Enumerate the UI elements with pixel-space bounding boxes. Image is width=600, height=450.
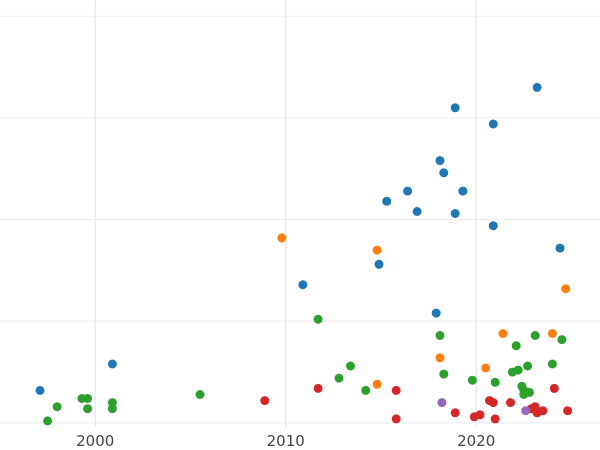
data-point: [195, 390, 205, 399]
data-point: [488, 221, 498, 231]
data-point: [532, 82, 542, 92]
data-point: [431, 308, 441, 318]
data-point: [313, 314, 323, 324]
data-point: [555, 243, 565, 253]
data-points: [35, 82, 573, 426]
data-point: [490, 414, 500, 424]
data-point: [547, 329, 557, 338]
data-point: [561, 284, 571, 294]
data-point: [530, 331, 540, 340]
data-point: [346, 361, 355, 371]
data-point: [334, 373, 344, 383]
data-point: [563, 406, 573, 416]
data-point: [513, 365, 523, 375]
data-point: [498, 329, 508, 338]
data-point: [260, 396, 270, 406]
data-point: [467, 375, 477, 385]
data-point: [391, 414, 401, 424]
data-point: [83, 404, 93, 414]
x-gridlines: [94, 0, 477, 427]
data-point: [439, 369, 449, 379]
data-point: [523, 361, 533, 371]
data-point: [313, 383, 323, 393]
data-point: [435, 353, 445, 363]
data-point: [538, 406, 548, 416]
data-point: [43, 416, 53, 426]
data-point: [403, 186, 413, 196]
data-point: [490, 377, 500, 387]
x-tick-label: 2000: [76, 432, 114, 450]
data-point: [391, 385, 401, 395]
data-point: [435, 156, 445, 166]
data-point: [298, 280, 308, 290]
x-tick-labels: 2000 2010 2020: [76, 432, 495, 450]
data-point: [412, 207, 422, 216]
data-point: [521, 406, 531, 416]
data-point: [382, 196, 392, 206]
data-point: [511, 341, 521, 351]
data-point: [557, 335, 567, 345]
data-point: [458, 186, 468, 196]
data-point: [450, 209, 460, 218]
data-point: [435, 331, 445, 340]
data-point: [52, 402, 62, 412]
data-point: [506, 398, 515, 408]
data-point: [450, 103, 460, 113]
data-point: [107, 359, 117, 369]
data-point: [372, 379, 382, 389]
data-point: [35, 385, 45, 395]
data-point: [372, 245, 382, 255]
x-tick-label: 2010: [267, 432, 305, 450]
data-point: [488, 119, 498, 129]
data-point: [549, 383, 559, 393]
data-point: [488, 398, 498, 408]
data-point: [475, 410, 485, 420]
data-point: [374, 259, 384, 269]
data-point: [107, 404, 117, 414]
x-tick-label: 2020: [457, 432, 495, 450]
data-point: [83, 394, 93, 403]
y-gridlines: [0, 15, 600, 424]
data-point: [361, 385, 371, 395]
data-point: [277, 233, 287, 243]
data-point: [481, 363, 491, 373]
data-point: [525, 387, 534, 397]
data-point: [450, 408, 460, 418]
data-point: [437, 398, 447, 408]
data-point: [547, 359, 557, 369]
data-point: [439, 168, 449, 178]
